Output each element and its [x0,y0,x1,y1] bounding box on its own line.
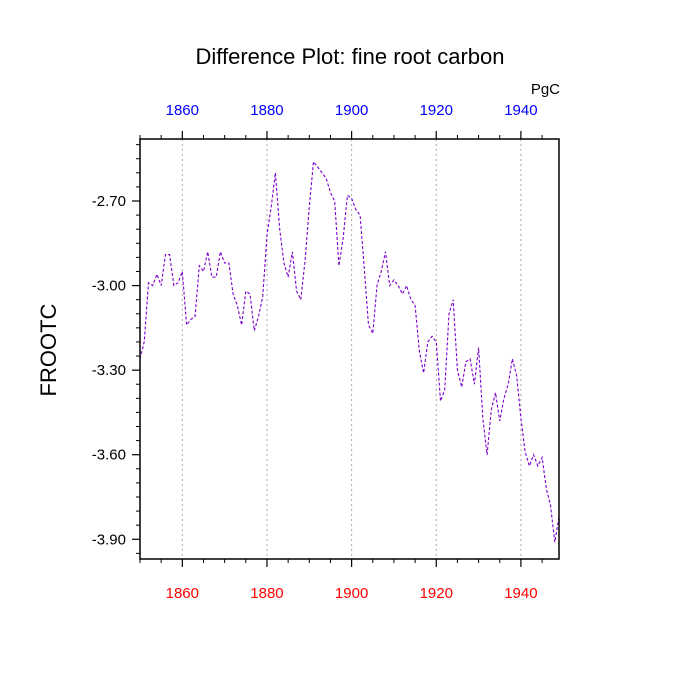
x-tick-label-top: 1880 [250,102,283,119]
series-layer [139,160,560,543]
x-tick-label-top: 1900 [335,102,368,119]
y-tick-label: -3.30 [92,362,126,379]
x-tick-label-bottom: 1940 [504,585,537,602]
x-tick-label-bottom: 1920 [420,585,453,602]
y-tick-label: -3.60 [92,447,126,464]
y-tick-label: -3.90 [92,531,126,548]
series-line [139,160,560,543]
plot-frame [139,138,560,560]
x-tick-label-bottom: 1900 [335,585,368,602]
chart-title: Difference Plot: fine root carbon [196,44,505,69]
axes: 1860 1860 1880 1880 1900 1900 1920 1920 1940 1940… [92,102,543,602]
x-tick-label-bottom: 1860 [166,585,199,602]
x-tick-label-top: 1940 [504,102,537,119]
x-tick-label-top: 1860 [166,102,199,119]
x-tick-label-bottom: 1880 [250,585,283,602]
y-tick-label: -2.70 [92,193,126,210]
grid-lines [181,139,522,559]
units-label: PgC [531,81,560,98]
y-tick-label: -3.00 [92,278,126,295]
x-tick-label-top: 1920 [420,102,453,119]
y-axis-label: FROOTC [36,303,61,396]
